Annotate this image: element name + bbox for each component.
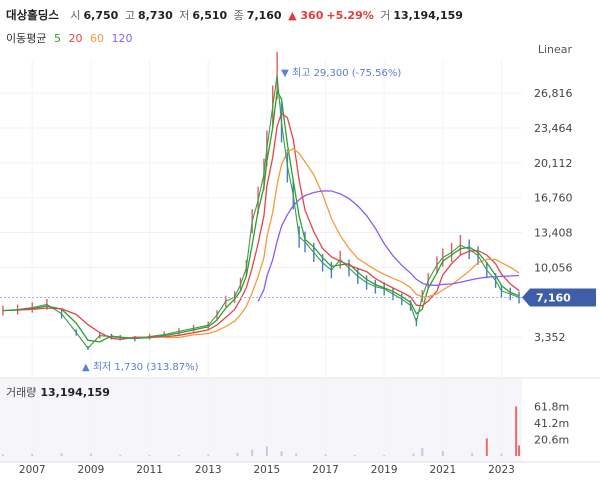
volume-bar [383,455,386,456]
change-value: ▲ 360 [288,9,324,22]
price-summary-row: 대상홀딩스 시 6,750 고 8,730 저 6,510 종 7,160 ▲ 360 +… [6,7,466,23]
x-tick-label: 2019 [371,464,398,476]
volume-bar [60,453,63,456]
ma-120-line [257,190,520,302]
volume-bar [421,448,424,456]
volume-label: 거 [380,9,391,22]
y-tick-label: 20,112 [534,157,573,170]
x-tick-label: 2009 [78,464,105,476]
close-price-line [2,75,520,349]
current-price-badge [522,288,596,307]
x-tick-label: 2015 [253,464,280,476]
scale-mode-toggle[interactable]: Linear [537,43,572,56]
volume-bar [471,452,474,456]
y-tick-label: 13,408 [534,227,573,240]
volume-bar [485,438,488,456]
ma-60: 60 [89,32,104,45]
volume-tick-label: 61.8m [534,401,569,414]
volume-bar [89,453,92,456]
ma-120: 120 [111,32,133,45]
x-tick-label: 2007 [19,464,46,476]
ma-5-line [2,89,520,343]
y-tick-label: 10,056 [534,261,573,274]
close-label: 종 [233,9,244,22]
y-tick-label: 16,760 [534,192,573,205]
volume-tick-label: 20.6m [534,434,569,447]
ma-60-line [164,147,520,339]
x-tick-label: 2011 [136,464,163,476]
low-label: 저 [179,9,190,22]
ma-20-line [17,112,520,341]
x-tick-label: 2021 [429,464,456,476]
volume-bar [265,446,268,456]
volume-panel-label: 거래량 [6,386,37,399]
stock-name: 대상홀딩스 [6,8,59,22]
volume-bar [207,454,210,456]
high-value: 8,730 [137,9,173,22]
open-label: 시 [70,9,81,22]
moving-average-legend[interactable]: 이동평균 5 20 60 120 [6,30,136,46]
volume-header: 거래량 13,194,159 [6,384,110,400]
volume-bar [412,453,415,456]
ma-5: 5 [53,32,61,45]
x-tick-label: 2023 [488,464,515,476]
change-percent: +5.29% [326,9,374,22]
volume-bar [295,453,298,456]
volume-panel-bg [0,378,522,462]
volume-bar [148,455,151,456]
volume-tick-label: 41.2m [534,417,569,430]
volume-bar [441,451,444,456]
y-tick-label: 26,816 [534,87,573,100]
volume-panel-value: 13,194,159 [40,386,110,399]
volume-bar [280,451,283,456]
volume-bar [119,454,122,456]
y-tick-label: 23,464 [534,122,573,135]
high-annotation: ▼ 최고 29,300 (-75.56%) [281,67,401,79]
moving-average-label: 이동평균 [6,32,47,45]
volume-bar [353,454,356,456]
low-annotation: ▲ 최저 1,730 (313.87%) [82,361,199,373]
volume-value: 13,194,159 [393,9,463,22]
high-label: 고 [124,9,135,22]
volume-bar [31,454,34,456]
volume-bar [236,452,239,456]
volume-bar [500,453,503,456]
close-value: 7,160 [246,9,282,22]
stock-header: 대상홀딩스 시 6,750 고 8,730 저 6,510 종 7,160 ▲ 360 +… [0,0,600,30]
volume-bar [324,454,327,456]
volume-bar [1,454,4,456]
y-tick-label: 3,352 [534,331,566,344]
volume-bar [251,449,254,456]
volume-bar [515,406,518,456]
x-tick-label: 2017 [312,464,339,476]
x-tick-label: 2013 [195,464,222,476]
open-value: 6,750 [83,9,119,22]
current-price-label: 7,160 [536,292,571,305]
ma-20: 20 [68,32,83,45]
volume-bar [518,445,521,456]
low-value: 6,510 [192,9,228,22]
volume-bar [177,454,180,456]
